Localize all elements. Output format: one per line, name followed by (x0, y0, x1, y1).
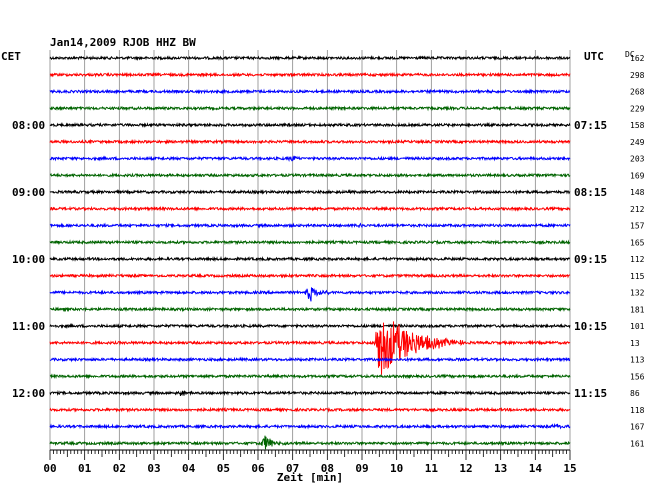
cet-time-label: 11:00 (12, 320, 45, 333)
dc-value-15: 181 (630, 305, 645, 314)
grid (49, 50, 571, 450)
trace-1 (49, 71, 571, 78)
cet-time-label: 09:00 (12, 186, 45, 199)
dc-value-3: 229 (630, 104, 645, 113)
x-tick-label: 02 (113, 462, 126, 475)
trace-9 (49, 205, 571, 212)
x-tick-label: 05 (217, 462, 230, 475)
dc-value-18: 113 (630, 356, 645, 365)
dc-value-12: 112 (630, 255, 645, 264)
dc-value-6: 203 (630, 155, 645, 164)
dc-value-22: 167 (630, 423, 645, 432)
x-tick-label: 00 (43, 462, 56, 475)
dc-value-23: 161 (630, 439, 645, 448)
dc-value-5: 249 (630, 138, 645, 147)
utc-time-label: 07:15 (574, 119, 607, 132)
x-tick-label: 13 (494, 462, 507, 475)
cet-time-label: 10:00 (12, 253, 45, 266)
trace-17 (49, 321, 571, 375)
dc-value-2: 268 (630, 88, 645, 97)
trace-18 (49, 356, 571, 363)
trace-0 (49, 55, 571, 61)
trace-11 (49, 239, 571, 246)
dc-value-17: 13 (630, 339, 640, 348)
trace-22 (49, 422, 571, 430)
dc-value-13: 115 (630, 272, 645, 281)
x-tick-label: 11 (425, 462, 439, 475)
dc-value-7: 169 (630, 171, 645, 180)
utc-time-label: 08:15 (574, 186, 607, 199)
x-tick-label: 07 (286, 462, 299, 475)
trace-3 (49, 105, 571, 112)
trace-13 (49, 272, 571, 279)
x-tick-label: 03 (147, 462, 160, 475)
utc-time-label: 09:15 (574, 253, 607, 266)
dc-value-14: 132 (630, 289, 645, 298)
x-axis-label: Zeit [min] (277, 471, 343, 484)
x-tick-label: 04 (182, 462, 196, 475)
x-tick-label: 15 (563, 462, 576, 475)
trace-10 (49, 222, 571, 229)
utc-label: UTC (584, 50, 604, 63)
trace-21 (49, 406, 571, 413)
x-tick-label: 09 (355, 462, 368, 475)
trace-16 (49, 322, 571, 330)
trace-12 (49, 255, 571, 263)
trace-2 (49, 88, 570, 95)
utc-time-label: 11:15 (574, 387, 607, 400)
trace-15 (49, 306, 571, 313)
dc-label: DC (625, 50, 635, 59)
x-tick-label: 12 (459, 462, 472, 475)
dc-value-19: 156 (630, 372, 645, 381)
cet-time-label: 12:00 (12, 387, 45, 400)
dc-value-16: 101 (630, 322, 645, 331)
dc-value-8: 148 (630, 188, 645, 197)
x-tick-label: 01 (78, 462, 92, 475)
cet-label: CET (1, 50, 21, 63)
cet-time-label: 08:00 (12, 119, 45, 132)
x-tick-label: 08 (321, 462, 334, 475)
traces (49, 55, 571, 450)
dc-value-9: 212 (630, 205, 645, 214)
trace-23 (49, 435, 571, 450)
dc-value-10: 157 (630, 222, 645, 231)
x-tick-label: 14 (529, 462, 543, 475)
trace-4 (49, 121, 571, 129)
trace-7 (49, 172, 571, 179)
dc-value-4: 158 (630, 121, 645, 130)
dc-value-11: 165 (630, 238, 645, 247)
trace-14 (49, 287, 571, 302)
trace-19 (49, 373, 571, 380)
trace-6 (49, 155, 571, 162)
dc-value-1: 298 (630, 71, 645, 80)
x-tick-label: 10 (390, 462, 403, 475)
x-tick-label: 06 (251, 462, 265, 475)
dc-value-21: 118 (630, 406, 645, 415)
trace-20 (49, 389, 571, 397)
x-axis: 00 01 02 03 04 05 06 07 08 09 10 11 12 13 14 15 (43, 449, 577, 475)
utc-time-label: 10:15 (574, 320, 607, 333)
chart-title: Jan14,2009 RJOB HHZ BW (50, 36, 196, 49)
trace-5 (49, 138, 571, 145)
dc-value-20: 86 (630, 389, 640, 398)
dc-value-0: 162 (630, 54, 645, 63)
trace-8 (49, 188, 571, 196)
time-labels: 162 298 268 229 158 249 203 169 148 212 157 165 112 1… (12, 54, 645, 448)
